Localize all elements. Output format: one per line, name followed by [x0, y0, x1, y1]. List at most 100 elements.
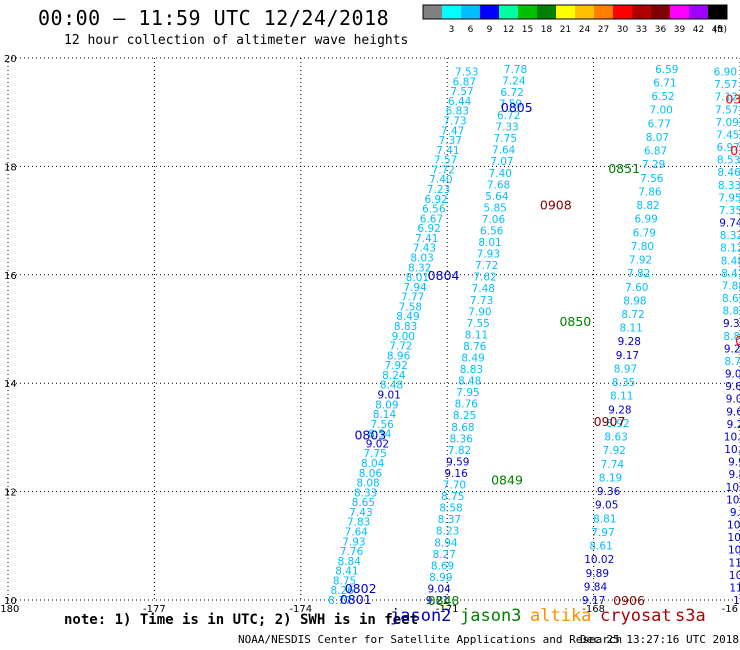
swh-value: 8.76 — [463, 341, 487, 353]
legend-swatch — [708, 5, 727, 19]
sat-label-altika: altika — [530, 606, 592, 626]
swh-value: 7.70 — [443, 480, 466, 492]
swh-value: 7.53 — [455, 67, 478, 79]
swh-value: 8.01 — [406, 272, 429, 284]
swh-value: 8.82 — [636, 200, 659, 212]
swh-value: 7.40 — [429, 174, 452, 186]
legend-label: 15 — [522, 25, 533, 35]
swh-value: 8.83 — [394, 321, 417, 333]
swh-value: 7.57 — [714, 79, 737, 91]
pass-time-label: 0802 — [345, 581, 377, 596]
swh-value: 7.12 — [715, 92, 738, 104]
swh-value: 7.56 — [370, 419, 394, 431]
sat-label-cryosat: cryosat — [600, 606, 672, 626]
color-legend: 3 6 9 12 15 18 21 24 27 30 33 36 39 42 45(ft) — [422, 4, 728, 35]
swh-value: 8.76 — [455, 399, 479, 411]
swh-value: 6.56 — [422, 204, 446, 216]
swh-value: 6.90 — [714, 67, 737, 79]
swh-value: 7.06 — [482, 214, 506, 226]
swh-value: 8.26 — [330, 585, 354, 597]
swh-value: 7.35 — [719, 205, 740, 217]
swh-value: 7.74 — [601, 459, 625, 471]
swh-value: 7.92 — [629, 255, 652, 267]
sat-label-s3a: s3a — [675, 606, 706, 626]
pass-time-label: 0906 — [613, 593, 645, 608]
swh-value: 9.04 — [427, 583, 451, 595]
swh-value: 9.33 — [723, 318, 740, 330]
swh-value: 8.24 — [382, 370, 406, 382]
legend-swatch — [518, 5, 537, 19]
swh-value: 8.41 — [721, 268, 740, 280]
swh-value: 7.73 — [470, 295, 493, 307]
swh-value: 6.67 — [420, 213, 443, 225]
legend-swatch — [613, 5, 632, 19]
legend-label: 36 — [655, 25, 667, 35]
swh-value: 7.41 — [415, 233, 438, 245]
swh-value: 7.92 — [603, 445, 626, 457]
x-tick-label: -177 — [143, 604, 166, 615]
sat-label-jason2: jason2 — [390, 606, 452, 626]
legend-label: 21 — [560, 25, 571, 35]
swh-value: 6.87 — [453, 76, 476, 88]
swh-value: 7.47 — [441, 125, 464, 137]
swh-value: 8.48 — [380, 380, 403, 392]
swh-value: 8.97 — [614, 363, 637, 375]
swh-value: 9.95 — [728, 457, 740, 469]
swh-value: 8.04 — [361, 458, 385, 470]
swh-value: 7.68 — [487, 179, 510, 191]
swh-value: 7.83 — [347, 517, 370, 529]
swh-value: 6.71 — [653, 77, 676, 89]
legend-swatch — [594, 5, 613, 19]
legend-label: 3 — [449, 25, 455, 35]
swh-value: 9.03 — [726, 394, 740, 406]
legend-label: 12 — [503, 25, 514, 35]
y-tick-label: 18 — [4, 162, 17, 173]
swh-value: 6.97 — [716, 142, 739, 154]
swh-value: 7.37 — [439, 135, 462, 147]
swh-value: 7.23 — [427, 184, 450, 196]
swh-value: 8.58 — [439, 503, 462, 515]
swh-value: 8.54 — [368, 429, 392, 441]
swh-value: 6.92 — [417, 223, 440, 235]
y-tick-label: 16 — [4, 271, 17, 282]
legend-swatch — [461, 5, 480, 19]
pass-time-label: 0851 — [608, 161, 640, 176]
swh-value: 10.70 — [724, 444, 740, 456]
legend-label: 6 — [468, 25, 474, 35]
swh-value: 6.52 — [651, 91, 674, 103]
swh-value: 8.48 — [458, 376, 481, 388]
swh-value: 7.75 — [363, 448, 386, 460]
swh-value: 7.59 — [499, 98, 522, 110]
swh-value: 8.03 — [410, 252, 433, 264]
swh-value: 8.08 — [356, 478, 379, 490]
swh-value: 8.07 — [646, 132, 669, 144]
swh-value: 9.51 — [730, 507, 740, 519]
swh-value: 6.83 — [446, 106, 469, 118]
swh-value: 7.93 — [342, 536, 365, 548]
swh-value: 8.25 — [453, 410, 476, 422]
legend-label: 42 — [693, 25, 704, 35]
swh-value: 9.74 — [719, 218, 740, 230]
swh-value: 8.72 — [621, 309, 644, 321]
legend-label: 33 — [636, 25, 647, 35]
y-tick-label: 12 — [4, 488, 17, 499]
swh-value: 8.94 — [434, 537, 458, 549]
sat-label-jason3: jason3 — [460, 606, 522, 626]
pass-time-label: 0908 — [540, 197, 572, 212]
swh-value: 8.11 — [465, 329, 488, 341]
swh-value: 8.48 — [721, 255, 740, 267]
swh-value: 7.78 — [504, 64, 527, 76]
swh-value: 8.86 — [723, 331, 740, 343]
swh-value: 7.00 — [649, 105, 672, 117]
swh-value: 6.92 — [424, 194, 447, 206]
swh-value: 9.02 — [366, 438, 389, 450]
pass-time-label: 0319 — [725, 92, 740, 107]
swh-value: 8.53 — [717, 155, 740, 167]
swh-value: 8.61 — [589, 541, 612, 553]
swh-value: 8.75 — [333, 575, 356, 587]
swh-value: 7.77 — [401, 292, 424, 304]
swh-value: 7.57 — [434, 155, 457, 167]
x-tick-label: -16 — [722, 604, 738, 615]
